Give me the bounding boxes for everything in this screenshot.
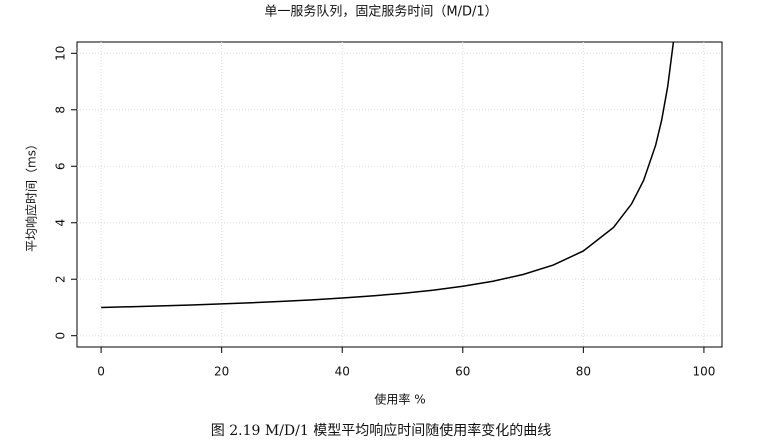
y-tick-label: 10 (54, 46, 68, 61)
y-axis-label: 平均响应时间（ms） (24, 138, 39, 252)
x-tick-label: 20 (214, 365, 229, 379)
x-axis-label: 使用率 % (374, 392, 425, 407)
x-tick-label: 0 (97, 365, 105, 379)
y-tick-label: 8 (54, 106, 68, 114)
line-series (101, 42, 675, 309)
chart-title: 单一服务队列，固定服务时间（M/D/1） (264, 4, 497, 20)
y-tick-label: 0 (54, 332, 68, 340)
caption: 图 2.19 M/D/1 模型平均响应时间随使用率变化的曲线 (211, 422, 551, 439)
plot-frame (76, 41, 723, 348)
y-tick-label: 6 (54, 162, 68, 170)
y-tick-label: 2 (54, 275, 68, 283)
x-tick-label: 100 (692, 365, 715, 379)
y-tick-label: 4 (54, 219, 68, 227)
x-tick-label: 40 (335, 365, 350, 379)
x-tick-label: 60 (455, 365, 470, 379)
x-tick-label: 80 (576, 365, 591, 379)
